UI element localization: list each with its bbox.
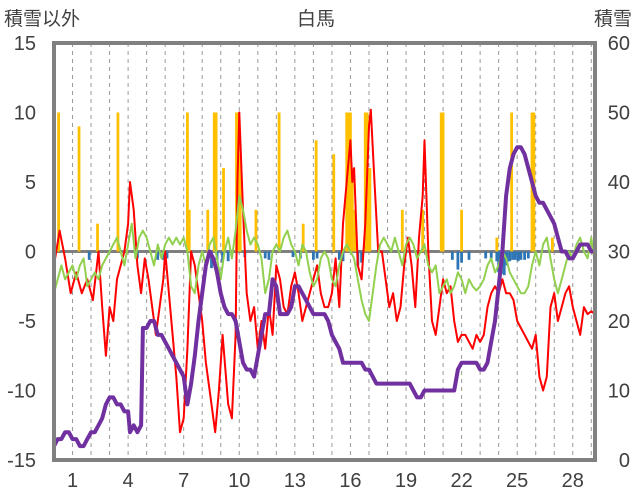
snowfall_orange-bar	[206, 209, 210, 252]
x-tick-label: 22	[450, 470, 472, 492]
x-axis-ticks: 1 4 7 10 13 16 19 22 25 28	[67, 470, 584, 492]
snowfall_orange-bar	[77, 126, 81, 252]
precip_blue-bar	[311, 251, 315, 260]
precip_blue-bar	[226, 251, 230, 262]
precip_blue-bar	[516, 251, 520, 262]
snowfall_orange-bar	[96, 223, 99, 252]
snowfall_orange-bar	[347, 112, 350, 252]
precip_blue-bar	[450, 251, 454, 260]
right-axis-label: 積雪	[594, 8, 632, 30]
precip_blue-bar	[526, 251, 530, 259]
snowfall_orange-bar	[439, 112, 443, 252]
plot-frame	[52, 41, 597, 462]
x-tick-label: 19	[395, 470, 417, 492]
snowfall_orange-bar	[400, 209, 404, 252]
precip_blue-bar	[263, 251, 267, 259]
snowfall_orange-bar	[550, 237, 554, 252]
precip_blue-bar	[221, 251, 224, 263]
snowfall_orange-bar	[57, 112, 61, 252]
precip_blue-bar	[165, 251, 169, 259]
y-left-tick-label: 15	[14, 33, 36, 55]
snowfall_orange-bar	[277, 112, 281, 252]
y-left-tick-label: 10	[14, 103, 36, 125]
y-right-tick-label: 0	[619, 450, 630, 472]
left-axis-label: 積雪以外	[4, 8, 80, 30]
y-axis-right-ticks: 60 50 40 30 20 10 0	[608, 33, 630, 472]
snowfall_orange-bar	[212, 112, 216, 252]
snowfall_orange-bar	[185, 112, 189, 252]
line-series	[52, 108, 596, 449]
x-tick-label: 1	[67, 470, 78, 492]
snowfall_orange-bar	[421, 209, 425, 252]
precip_blue-bar	[460, 251, 464, 263]
precip_blue-bar	[513, 251, 517, 260]
y-left-tick-label: 5	[25, 172, 36, 194]
snowfall_orange-bar	[187, 209, 191, 252]
snowfall_orange-bar	[353, 209, 357, 252]
snowfall_orange-bar	[460, 209, 464, 252]
precip_blue-bar	[484, 251, 488, 259]
snowfall_orange-bar	[254, 209, 258, 252]
precip_blue-bar	[341, 251, 345, 262]
snowfall_orange-bar	[441, 112, 445, 252]
y-right-tick-label: 40	[608, 172, 630, 194]
snowfall_orange-bar	[363, 112, 367, 252]
precip_blue-bar	[523, 251, 526, 260]
x-tick-label: 28	[562, 470, 584, 492]
precip_blue-bar	[267, 251, 271, 260]
precip_blue-bar	[315, 251, 319, 259]
snowfall_orange-bar	[314, 140, 318, 252]
precip_blue-bar	[508, 251, 512, 262]
x-tick-label: 4	[123, 470, 134, 492]
precip_blue-bar	[360, 251, 363, 263]
y-right-tick-label: 60	[608, 33, 630, 55]
snowfall_orange-bar	[222, 168, 225, 252]
x-tick-label: 25	[506, 470, 528, 492]
precip_blue-bar	[502, 251, 506, 276]
y-right-tick-label: 50	[608, 103, 630, 125]
y-right-tick-label: 20	[608, 311, 630, 333]
y-axis-left-ticks: 15 10 5 0 -5 -10 -15	[7, 33, 36, 472]
y-right-tick-label: 10	[608, 381, 630, 403]
y-left-tick-label: -10	[7, 381, 36, 403]
snow_depth_purple-line	[52, 145, 595, 449]
snowfall_orange-bar	[510, 112, 514, 252]
x-tick-label: 16	[339, 470, 361, 492]
y-left-tick-label: -15	[7, 450, 36, 472]
chart-title: 白馬	[297, 8, 335, 30]
y-left-tick-label: -5	[18, 311, 36, 333]
precip_blue-bar	[210, 251, 213, 269]
precip_blue-bar	[489, 251, 493, 259]
precip_blue-bar	[156, 251, 160, 260]
precip_blue-bar	[467, 251, 471, 260]
y-left-tick-label: 0	[25, 242, 36, 264]
snowfall_orange-bar	[214, 112, 218, 252]
precip_blue-bar	[161, 251, 165, 260]
x-tick-label: 13	[284, 470, 306, 492]
wind_green-line	[53, 194, 596, 322]
snowfall_orange-bar	[116, 112, 120, 252]
x-tick-label: 7	[178, 470, 189, 492]
precip_blue-bar	[511, 251, 514, 260]
snowfall_orange-bar	[301, 223, 305, 252]
precip_blue-bar	[291, 251, 295, 258]
precip_blue-bar	[519, 251, 523, 260]
x-tick-label: 10	[228, 470, 250, 492]
precip_blue-bar	[337, 251, 341, 260]
snowfall_orange-bar	[495, 237, 499, 252]
precip_blue-bar	[495, 251, 499, 262]
snowfall_orange-bar	[349, 112, 352, 252]
precip_blue-bar	[456, 251, 460, 270]
precip_blue-bar	[87, 251, 91, 260]
snowfall_orange-bar	[332, 154, 336, 252]
snowfall_orange-bar	[350, 168, 354, 252]
y-right-tick-label: 30	[608, 242, 630, 264]
snowfall_orange-bar	[368, 168, 372, 252]
